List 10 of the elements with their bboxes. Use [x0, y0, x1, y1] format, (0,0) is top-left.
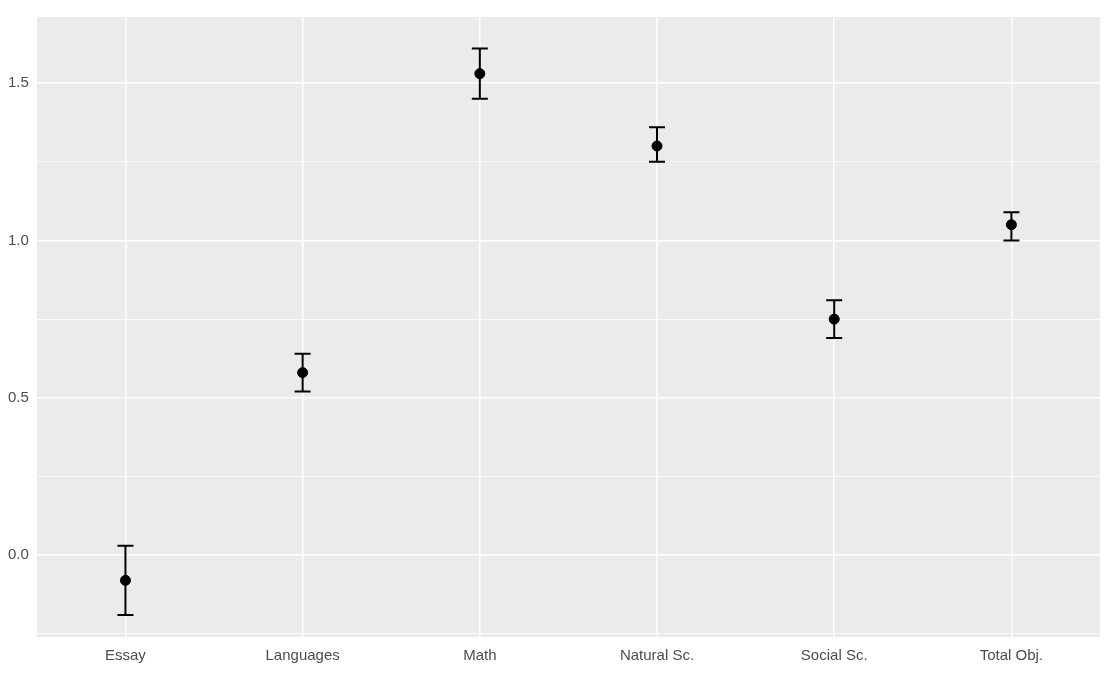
x-tick-label: Math — [463, 646, 497, 664]
x-tick-label: Essay — [105, 646, 147, 664]
y-tick-label: 0.5 — [7, 387, 29, 405]
x-tick-label: Languages — [265, 646, 340, 664]
y-tick-label: 0.0 — [7, 545, 29, 563]
x-tick-label: Social Sc. — [800, 646, 868, 664]
x-tick-label: Total Obj. — [979, 646, 1044, 664]
y-tick-label: 1.5 — [7, 73, 29, 91]
y-tick-label: 1.0 — [7, 230, 29, 248]
x-tick-label: Natural Sc. — [619, 646, 695, 664]
